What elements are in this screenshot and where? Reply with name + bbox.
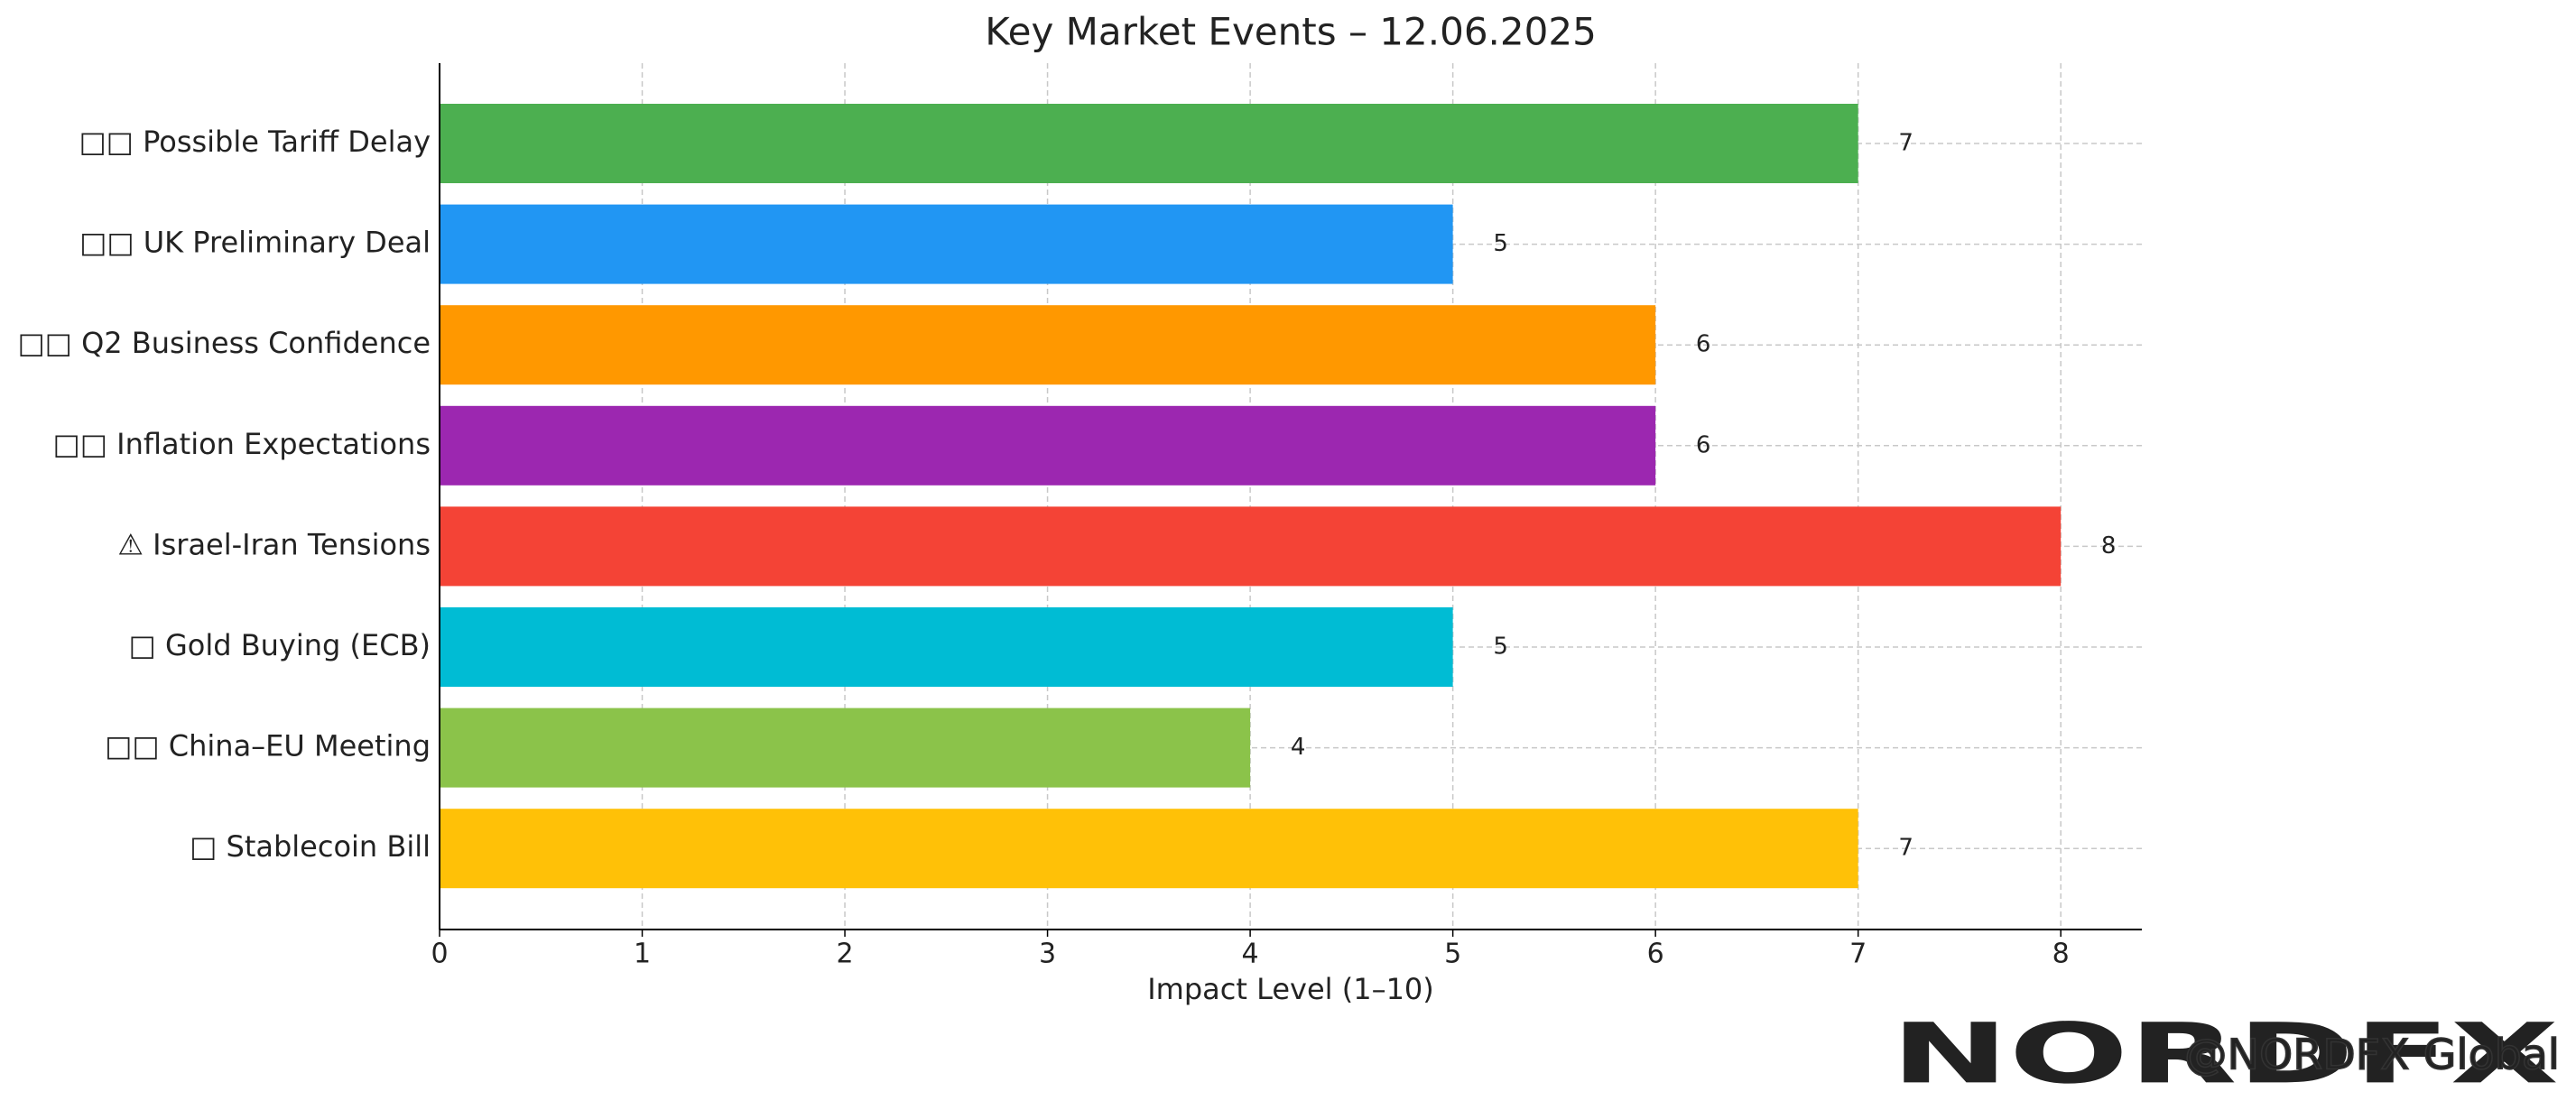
bar: [440, 104, 1858, 183]
y-tick-label: □□ China–EU Meeting: [105, 729, 431, 763]
watermark-handle: @NORDFX Global: [2184, 1031, 2560, 1079]
bar: [440, 305, 1656, 385]
value-label: 5: [1493, 230, 1508, 257]
value-label: 7: [1898, 835, 1913, 862]
y-tick-label: ⚠ Israel-Iran Tensions: [117, 527, 431, 561]
x-tick-label: 1: [634, 939, 651, 970]
bar: [440, 607, 1453, 687]
value-label: 4: [1291, 734, 1306, 761]
bar: [440, 405, 1656, 486]
bar: [440, 809, 1858, 889]
y-tick-label: □ Stablecoin Bill: [190, 829, 431, 864]
y-tick-label: □ Gold Buying (ECB): [129, 628, 431, 662]
y-tick-label: □□ UK Preliminary Deal: [79, 226, 431, 260]
value-label: 7: [1898, 130, 1913, 157]
x-tick-label: 8: [2052, 939, 2070, 970]
y-tick-label: □□ Inflation Expectations: [53, 427, 431, 461]
bar: [440, 708, 1251, 788]
bar: [440, 204, 1453, 284]
y-tick-label: □□ Possible Tariff Delay: [79, 125, 431, 159]
x-axis-label: Impact Level (1–10): [1147, 972, 1434, 1006]
value-label: 6: [1696, 331, 1711, 358]
bar: [440, 506, 2062, 587]
watermark-logo: NORDFX: [1891, 1005, 2559, 1102]
x-tick-label: 3: [1039, 939, 1056, 970]
x-tick-label: 2: [837, 939, 854, 970]
chart-title: Key Market Events – 12.06.2025: [985, 10, 1597, 54]
x-tick-label: 5: [1444, 939, 1461, 970]
value-label: 8: [2101, 532, 2117, 560]
value-label: 6: [1696, 431, 1711, 458]
x-tick-label: 7: [1849, 939, 1867, 970]
y-tick-label: □□ Q2 Business Confidence: [17, 326, 431, 360]
value-label: 5: [1493, 634, 1508, 661]
x-tick-label: 6: [1647, 939, 1664, 970]
x-tick-label: 4: [1242, 939, 1259, 970]
x-tick-label: 0: [431, 939, 448, 970]
